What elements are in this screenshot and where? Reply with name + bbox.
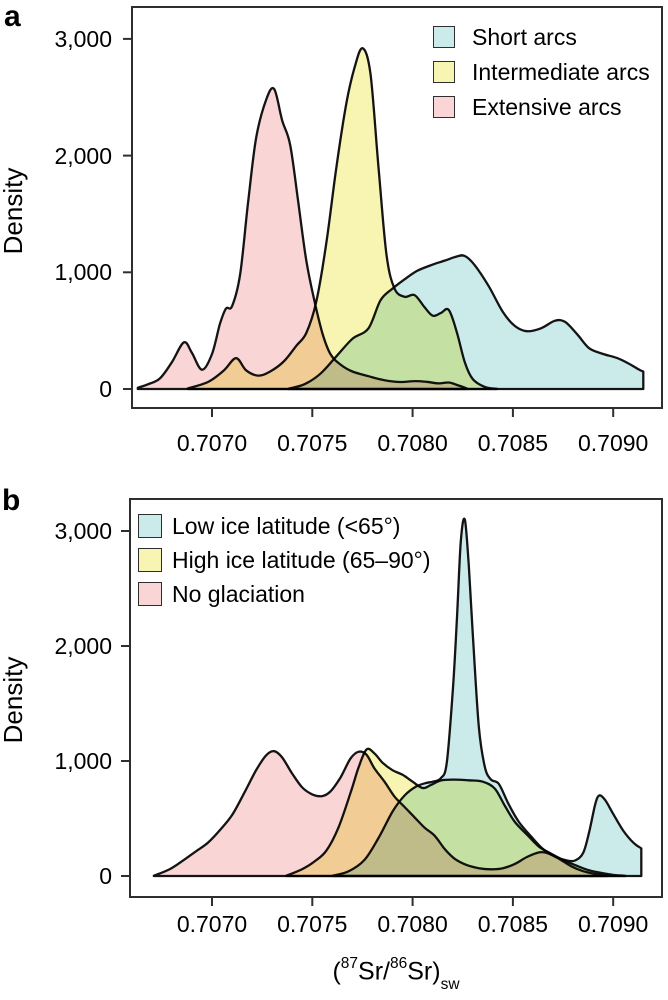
legend-item: Low ice latitude (<65°) xyxy=(138,513,431,539)
x-tick-label: 0.7085 xyxy=(477,911,549,937)
x-tick-label: 0.7075 xyxy=(277,430,348,456)
legend-label: High ice latitude (65–90°) xyxy=(172,547,431,573)
x-axis-title-sr2: Sr) xyxy=(407,957,441,986)
x-tick-label: 0.7070 xyxy=(176,911,248,937)
legend-label: Low ice latitude (<65°) xyxy=(172,513,401,539)
x-tick-label: 0.7080 xyxy=(377,430,448,456)
legend-swatch-icon xyxy=(433,26,455,48)
plot-border xyxy=(131,6,663,409)
y-tick-label: 2,000 xyxy=(54,142,112,169)
y-tick-label: 0 xyxy=(99,863,112,889)
legend-item: Extensive arcs xyxy=(433,94,650,120)
x-axis-title-sub-sw: sw xyxy=(440,976,460,994)
y-tick-label: 3,000 xyxy=(54,25,112,52)
legend-panel-b: Low ice latitude (<65°) High ice latitude… xyxy=(138,513,431,607)
legend-swatch-icon xyxy=(433,96,455,118)
x-tick-label: 0.7090 xyxy=(578,430,649,456)
y-tick-label: 1,000 xyxy=(54,748,112,774)
legend-label: No glaciation xyxy=(172,581,305,607)
y-tick-label: 2,000 xyxy=(54,633,112,659)
legend-item: No glaciation xyxy=(138,581,431,607)
legend-swatch-icon xyxy=(433,61,455,83)
x-tick-label: 0.7080 xyxy=(377,911,448,937)
legend-panel-a: Short arcs Intermediate arcs Extensive arc… xyxy=(433,24,650,120)
legend-item: Intermediate arcs xyxy=(433,59,650,85)
legend-item: Short arcs xyxy=(433,24,650,50)
legend-label: Extensive arcs xyxy=(472,94,622,120)
x-tick-label: 0.7090 xyxy=(578,911,649,937)
y-tick-label: 1,000 xyxy=(54,259,112,286)
density-curve-short-arcs xyxy=(287,254,645,391)
x-axis-title-open: ( xyxy=(332,957,341,986)
legend-swatch-icon xyxy=(138,514,162,538)
legend-swatch-icon xyxy=(138,582,162,606)
legend-item: High ice latitude (65–90°) xyxy=(138,547,431,573)
panel-b-letter: b xyxy=(2,484,21,517)
panel-a-letter: a xyxy=(4,0,21,33)
x-axis-title-sup-86: 86 xyxy=(390,954,408,972)
x-axis-title-sup-87: 87 xyxy=(340,954,359,972)
legend-label: Intermediate arcs xyxy=(472,59,650,85)
legend-label: Short arcs xyxy=(472,24,577,50)
x-axis-title: (87Sr/86Sr)sw xyxy=(130,951,662,996)
y-tick-label: 3,000 xyxy=(54,518,112,544)
x-tick-label: 0.7075 xyxy=(277,911,348,937)
y-tick-label: 0 xyxy=(99,376,112,402)
legend-swatch-icon xyxy=(138,548,162,572)
x-tick-label: 0.7085 xyxy=(477,430,549,456)
density-curve-low-ice-latitude-65 xyxy=(331,517,643,878)
plot-border xyxy=(129,498,663,898)
x-tick-label: 0.7070 xyxy=(176,430,248,456)
x-axis-title-sr1: Sr/ xyxy=(358,957,390,986)
